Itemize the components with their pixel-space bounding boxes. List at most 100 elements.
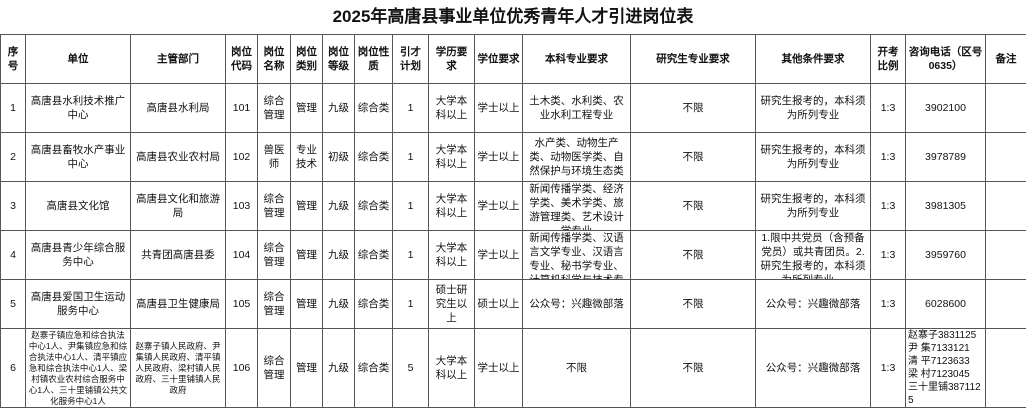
table-cell: 大学本科以上 xyxy=(428,181,475,231)
cell-text: 3981305 xyxy=(925,200,966,212)
cell-text: 不限 xyxy=(682,200,704,212)
cell-text: 兽医师 xyxy=(263,144,285,170)
empty-cell xyxy=(985,181,1026,231)
table-cell: 学士以上 xyxy=(474,230,523,280)
table-cell: 研究生报考的，本科须为所列专业 xyxy=(755,83,871,133)
table-cell: 初级 xyxy=(322,132,355,182)
column-header: 引才计划 xyxy=(392,34,429,84)
table-cell: 硕士以上 xyxy=(474,279,523,329)
cell-text: 大学本科以上 xyxy=(435,95,468,121)
table-cell: 106 xyxy=(225,328,258,408)
table-cell: 管理 xyxy=(290,83,323,133)
cell-text: 高唐县水利技术推广中心 xyxy=(30,95,126,121)
table-cell: 九级 xyxy=(322,279,355,329)
cell-text: 不限 xyxy=(682,362,704,374)
table-cell: 104 xyxy=(225,230,258,280)
table-cell: 综合类 xyxy=(354,181,393,231)
cell-text: 赵寨子镇人民政府、尹集镇人民政府、清平镇人民政府、梁村镇人民政府、三十里铺镇人民… xyxy=(135,340,221,395)
cell-text: 综合类 xyxy=(357,200,390,212)
table-cell: 综合类 xyxy=(354,132,393,182)
column-header: 序号 xyxy=(0,34,26,84)
cell-text: 管理 xyxy=(296,298,317,310)
cell-text: 新闻传播学类、汉语言文学专业、汉语言专业、秘书学专业、计算机科学与技术专业、数字… xyxy=(529,232,624,279)
table-cell: 管理 xyxy=(290,230,323,280)
table-cell: 硕士研究生以上 xyxy=(428,279,475,329)
table-cell: 高唐县畜牧水产事业中心 xyxy=(25,132,131,182)
table-cell: 综合类 xyxy=(354,83,393,133)
table-cell: 综合类 xyxy=(354,279,393,329)
table-cell: 综合管理 xyxy=(257,83,291,133)
empty-cell xyxy=(985,230,1026,280)
table-cell: 学士以上 xyxy=(474,181,523,231)
column-header: 岗位性质 xyxy=(354,34,393,84)
table-cell: 1:3 xyxy=(870,132,906,182)
table-cell: 高唐县爱国卫生运动服务中心 xyxy=(25,279,131,329)
cell-text: 106 xyxy=(232,362,251,374)
table-cell: 1:3 xyxy=(870,230,906,280)
table-cell: 综合管理 xyxy=(257,279,291,329)
table-cell: 6028600 xyxy=(905,279,986,329)
table-cell: 高唐县青少年综合服务中心 xyxy=(25,230,131,280)
table-cell: 1:3 xyxy=(870,83,906,133)
cell-text: 公众号：兴趣微部落 xyxy=(765,362,861,374)
cell-text: 九级 xyxy=(328,102,349,114)
cell-text: 综合类 xyxy=(357,151,390,163)
cell-text: 不限 xyxy=(682,298,704,310)
table-cell: 3902100 xyxy=(905,83,986,133)
cell-text: 学士以上 xyxy=(477,249,520,261)
table-cell: 4 xyxy=(0,230,26,280)
cell-text: 综合管理 xyxy=(263,242,285,268)
phone-line: 梁 村7123045 xyxy=(908,369,970,380)
table-cell: 高唐县文化馆 xyxy=(25,181,131,231)
table-cell: 大学本科以上 xyxy=(428,132,475,182)
cell-text: 102 xyxy=(232,151,251,163)
table-cell: 不限 xyxy=(522,328,631,408)
table-cell: 九级 xyxy=(322,83,355,133)
table-cell: 1 xyxy=(392,83,429,133)
table-cell: 3981305 xyxy=(905,181,986,231)
cell-text: 不限 xyxy=(682,249,704,261)
table-cell: 5 xyxy=(0,279,26,329)
cell-text: 4 xyxy=(10,249,16,261)
phone-line: 清 平7123633 xyxy=(908,356,970,367)
cell-text: 管理 xyxy=(296,362,317,374)
cell-text: 综合类 xyxy=(357,362,390,374)
cell-text: 九级 xyxy=(328,249,349,261)
table-cell: 高唐县卫生健康局 xyxy=(130,279,226,329)
column-header: 主管部门 xyxy=(130,34,226,84)
table-cell: 专业技术 xyxy=(290,132,323,182)
cell-text: 6028600 xyxy=(925,298,966,310)
table-cell: 1 xyxy=(392,230,429,280)
cell-text: 大学本科以上 xyxy=(435,242,468,268)
cell-text: 大学本科以上 xyxy=(435,355,468,381)
cell-text: 大学本科以上 xyxy=(435,144,468,170)
column-header: 学历要求 xyxy=(428,34,475,84)
table-cell: 大学本科以上 xyxy=(428,328,475,408)
cell-text: 九级 xyxy=(328,298,349,310)
table-cell: 6 xyxy=(0,328,26,408)
table-cell: 土木类、水利类、农业水利工程专业 xyxy=(522,83,631,133)
cell-text: 水产类、动物生产类、动物医学类、自然保护与环境生态类 xyxy=(529,137,624,177)
cell-text: 初级 xyxy=(328,151,349,163)
cell-text: 5 xyxy=(10,298,16,310)
table-row: 2 高唐县畜牧水产事业中心 高唐县农业农村局 102 兽医师 专业技术 初级 综合类 1 大学本科… xyxy=(0,132,1026,182)
cell-text: 高唐县畜牧水产事业中心 xyxy=(30,144,126,170)
cell-text: 学士以上 xyxy=(477,102,520,114)
table-cell: 新闻传播学类、汉语言文学专业、汉语言专业、秘书学专业、计算机科学与技术专业、数字… xyxy=(522,230,631,280)
table-cell: 公众号：兴趣微部落 xyxy=(522,279,631,329)
table-cell: 综合管理 xyxy=(257,230,291,280)
cell-text: 1 xyxy=(407,102,414,114)
table-cell: 兽医师 xyxy=(257,132,291,182)
table-cell: 综合管理 xyxy=(257,328,291,408)
cell-text: 管理 xyxy=(296,200,317,212)
cell-text: 1 xyxy=(10,102,16,114)
cell-text: 1 xyxy=(407,249,414,261)
table-cell: 公众号：兴趣微部落 xyxy=(755,328,871,408)
cell-text: 学士以上 xyxy=(477,362,520,374)
table-cell: 水产类、动物生产类、动物医学类、自然保护与环境生态类 xyxy=(522,132,631,182)
column-header: 岗位类别 xyxy=(290,34,323,84)
table-cell: 综合类 xyxy=(354,328,393,408)
table-cell: 不限 xyxy=(630,328,756,408)
cell-text: 土木类、水利类、农业水利工程专业 xyxy=(529,95,624,121)
